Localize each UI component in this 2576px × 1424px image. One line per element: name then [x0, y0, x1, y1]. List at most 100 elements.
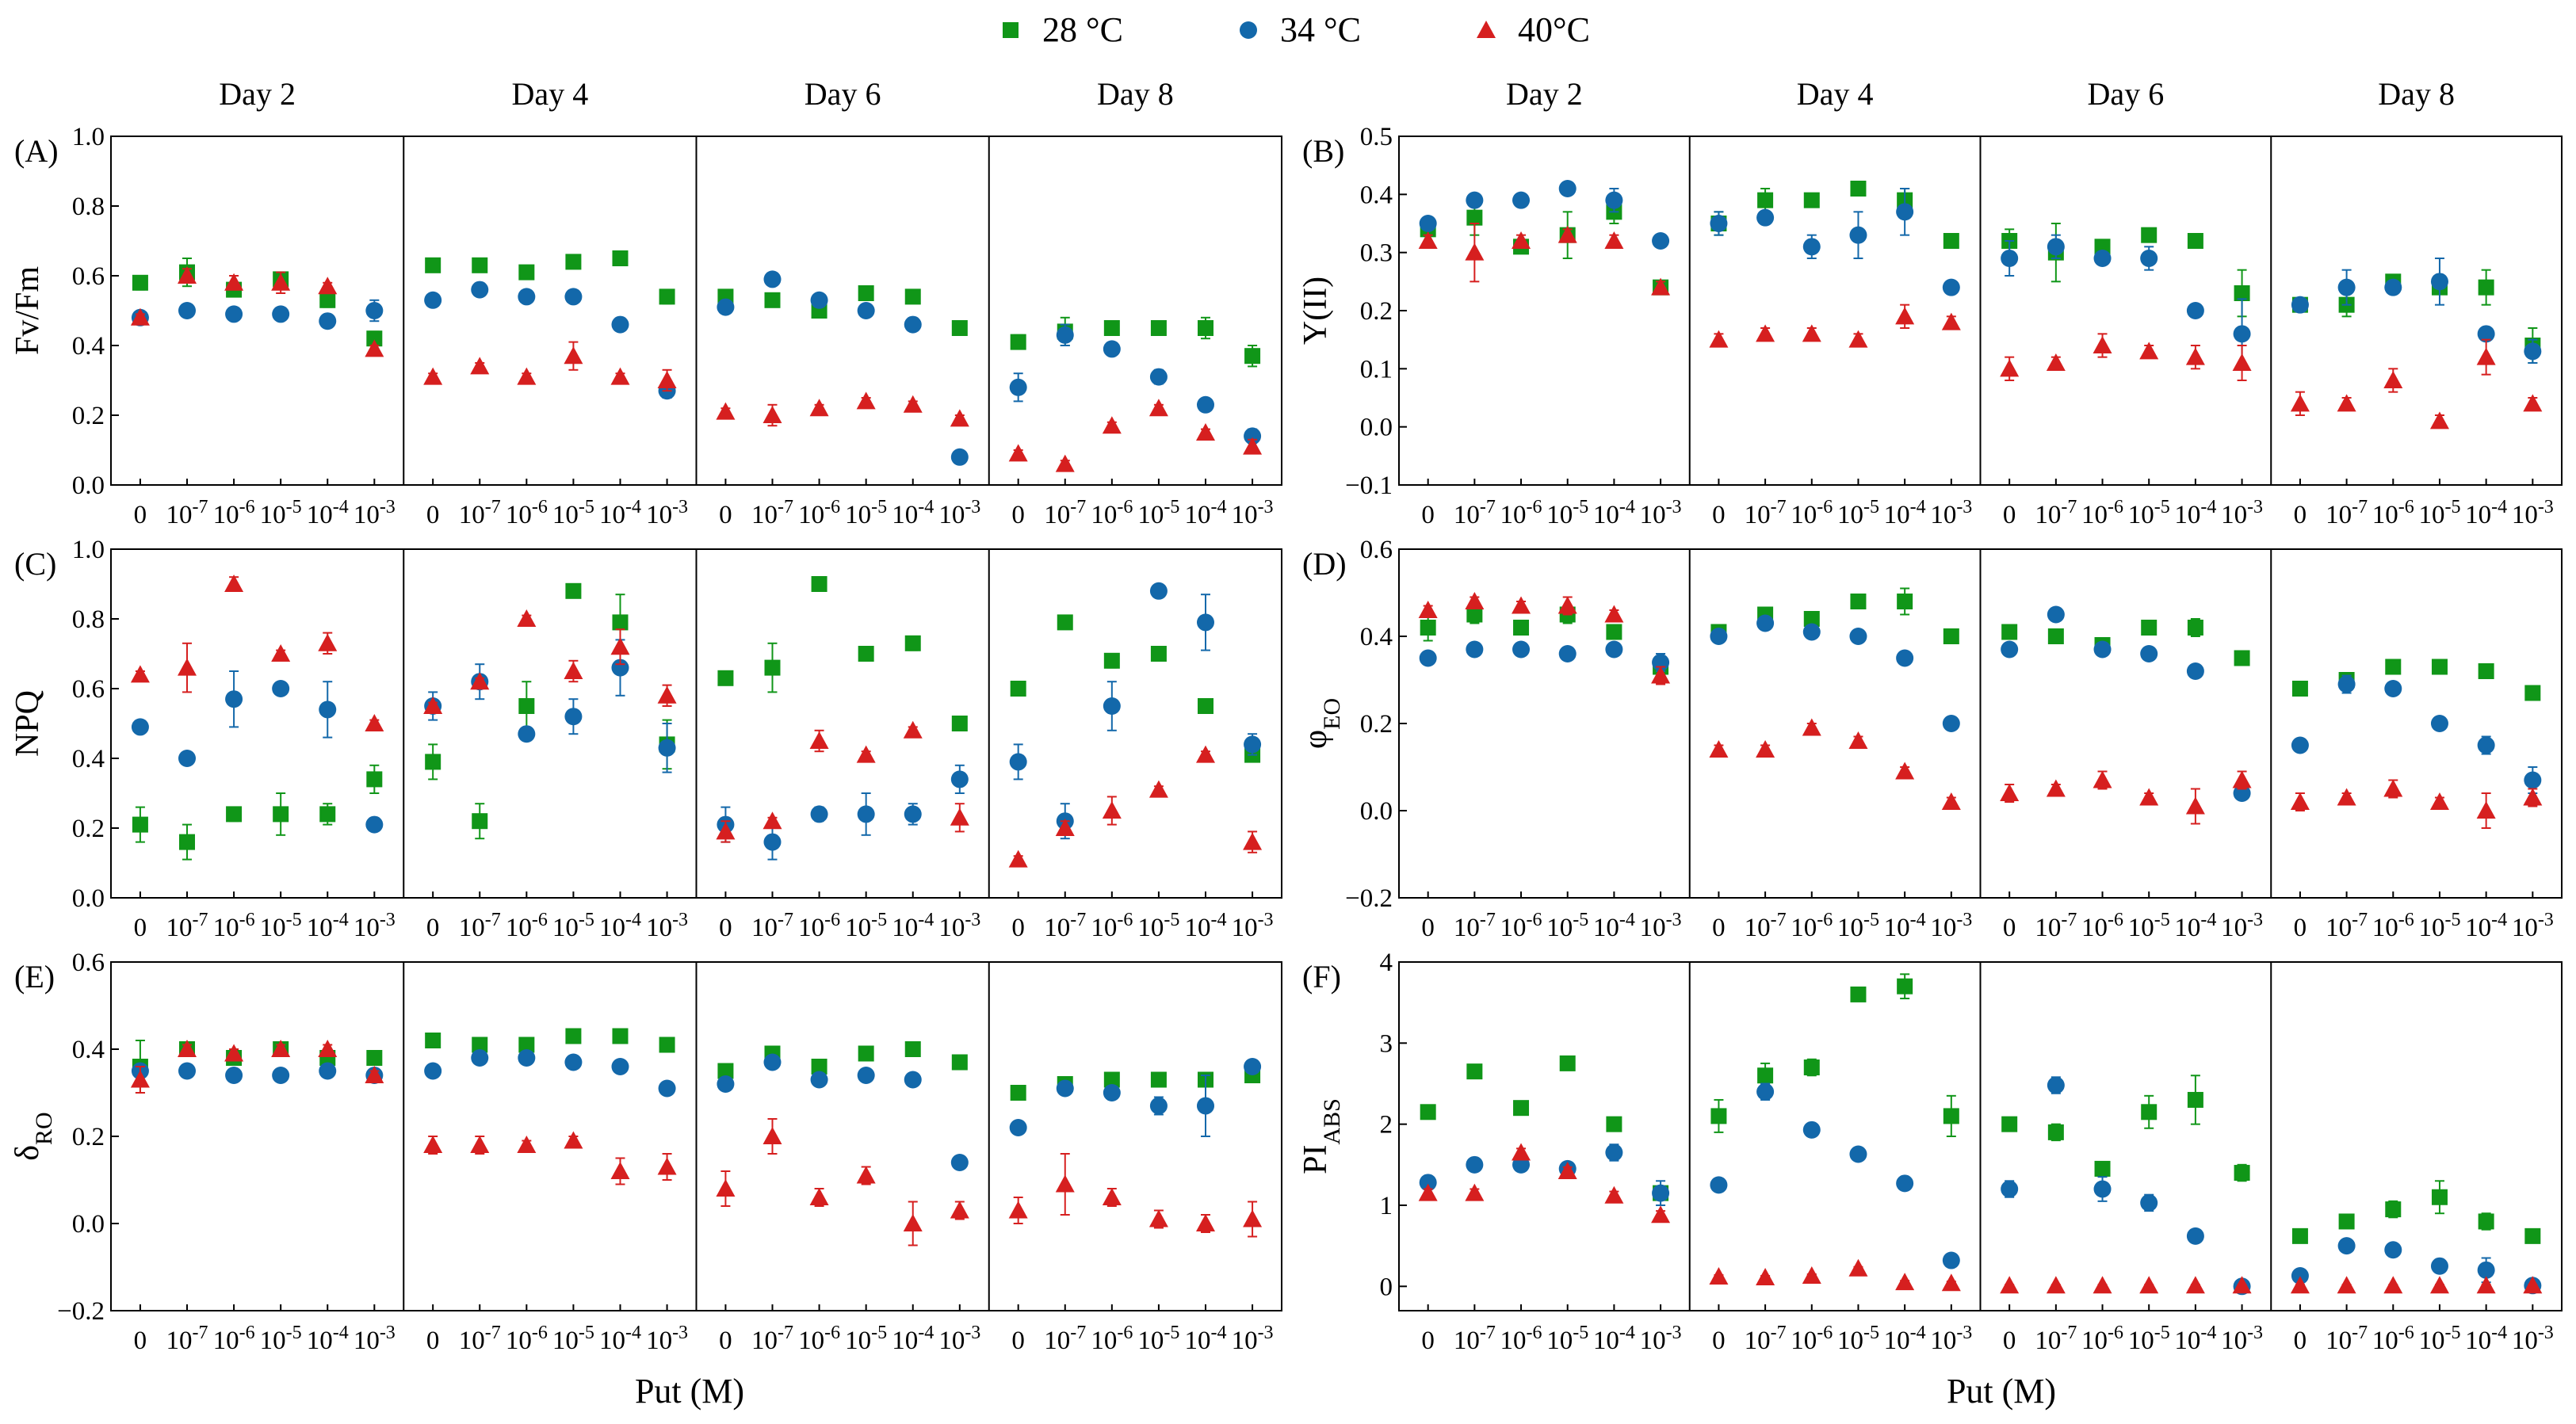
x-tick-label: 0: [1421, 1327, 1435, 1355]
data-point: [1605, 640, 1623, 659]
x-tick-label: 10-6: [1791, 1323, 1833, 1355]
x-tick-exponent: -3: [672, 1323, 688, 1343]
x-tick-label: 10-4: [1593, 497, 1635, 529]
x-axis-title-right: Put (M): [1947, 1372, 2056, 1411]
data-point: [2477, 1261, 2495, 1279]
x-tick-base: 10: [2372, 501, 2398, 529]
x-tick-base: 10: [798, 1327, 824, 1355]
data-point: [657, 685, 677, 704]
y-axis-title-main: PI: [1298, 1145, 1334, 1174]
y-tick-label: 0.6: [72, 262, 105, 291]
x-tick-label: 10-6: [506, 1323, 548, 1355]
x-tick-label: 10-6: [2372, 497, 2414, 529]
x-tick-base: 10: [646, 1327, 672, 1355]
x-tick-label: 10-4: [1593, 1323, 1635, 1355]
x-tick-base: 10: [1593, 1327, 1619, 1355]
legend-marker-square-icon: [1003, 22, 1019, 38]
data-point: [2047, 238, 2065, 256]
x-tick-base: 10: [2326, 914, 2352, 942]
data-point: [1418, 1183, 1438, 1201]
data-point: [2291, 1227, 2308, 1244]
x-tick-label: 10-3: [2221, 910, 2263, 942]
x-tick-base: 10: [2418, 501, 2444, 529]
x-tick-exponent: -5: [2444, 910, 2460, 930]
legend-marker-circle-icon: [1240, 21, 1257, 39]
y-tick-label: 0.0: [1360, 414, 1393, 442]
x-tick-label: 0: [719, 1327, 732, 1355]
x-tick-exponent: -3: [2247, 497, 2263, 517]
x-tick-exponent: -6: [532, 497, 548, 517]
data-point: [1010, 334, 1026, 350]
data-point: [2139, 788, 2159, 806]
data-point: [659, 288, 675, 305]
x-tick-base: 10: [646, 501, 672, 529]
data-point: [2185, 796, 2205, 815]
x-tick-base: 10: [2221, 501, 2247, 529]
x-tick-exponent: -5: [286, 1323, 302, 1343]
x-tick-exponent: -5: [286, 497, 302, 517]
data-point: [950, 1201, 969, 1219]
data-point: [1604, 231, 1624, 249]
x-tick-base: 10: [260, 501, 286, 529]
data-point: [2139, 342, 2159, 360]
data-point: [1150, 646, 1167, 662]
y-tick-label: 0.6: [72, 675, 105, 704]
data-point: [319, 312, 337, 330]
x-tick-base: 10: [646, 914, 672, 942]
data-point: [2337, 394, 2356, 412]
x-tick-exponent: -4: [918, 1323, 934, 1343]
data-point: [1465, 1183, 1485, 1201]
x-tick-label: 0: [2294, 1327, 2307, 1355]
data-point: [1466, 191, 1484, 209]
x-tick-base: 10: [1791, 914, 1817, 942]
data-point: [2185, 1276, 2205, 1294]
x-tick-base: 10: [260, 1327, 286, 1355]
data-point: [904, 635, 921, 651]
data-point: [2291, 681, 2308, 697]
x-tick-exponent: -4: [333, 497, 349, 517]
data-point: [763, 833, 782, 851]
series-2: [131, 582, 1262, 861]
x-tick-base: 10: [552, 501, 579, 529]
data-point: [2476, 347, 2496, 365]
data-point: [1513, 1100, 1530, 1117]
x-tick-exponent: -6: [2398, 1323, 2414, 1343]
data-point: [565, 1028, 582, 1044]
data-point: [1710, 1108, 1727, 1124]
x-tick-base: 0: [1421, 914, 1435, 942]
data-point: [857, 805, 875, 823]
data-point: [1895, 762, 1915, 780]
data-point: [612, 250, 629, 266]
x-tick-base: 10: [798, 914, 824, 942]
y-tick-label: 0.2: [1360, 297, 1393, 326]
x-tick-exponent: -7: [1480, 1323, 1496, 1343]
x-tick-label: 10-3: [938, 910, 980, 942]
y-tick-label: 1.0: [72, 536, 105, 564]
x-tick-exponent: -7: [1070, 497, 1086, 517]
x-tick-exponent: -4: [918, 497, 934, 517]
data-point: [2431, 659, 2448, 675]
x-tick-exponent: -5: [1863, 1323, 1879, 1343]
x-tick-base: 10: [506, 501, 532, 529]
y-tick-label: 0.0: [72, 471, 105, 500]
x-tick-label: 0: [2003, 1327, 2016, 1355]
data-point: [1150, 320, 1167, 336]
data-point: [1148, 399, 1168, 417]
data-point: [1848, 731, 1868, 749]
x-tick-exponent: -7: [1771, 910, 1787, 930]
data-point: [178, 1040, 197, 1057]
data-point: [366, 330, 383, 347]
data-point: [1896, 649, 1914, 667]
data-point: [1197, 698, 1213, 714]
x-tick-label: 10-7: [1745, 910, 1787, 942]
y-tick-label: 0.6: [1360, 536, 1393, 564]
x-tick-exponent: -4: [625, 1323, 641, 1343]
x-tick-base: 10: [1232, 501, 1258, 529]
x-tick-label: 0: [2003, 914, 2016, 942]
data-point: [904, 288, 921, 305]
x-tick-base: 10: [1137, 1327, 1164, 1355]
data-point: [857, 1067, 875, 1084]
data-point: [2477, 736, 2495, 754]
data-point: [2047, 605, 2065, 624]
data-point: [2140, 645, 2158, 662]
